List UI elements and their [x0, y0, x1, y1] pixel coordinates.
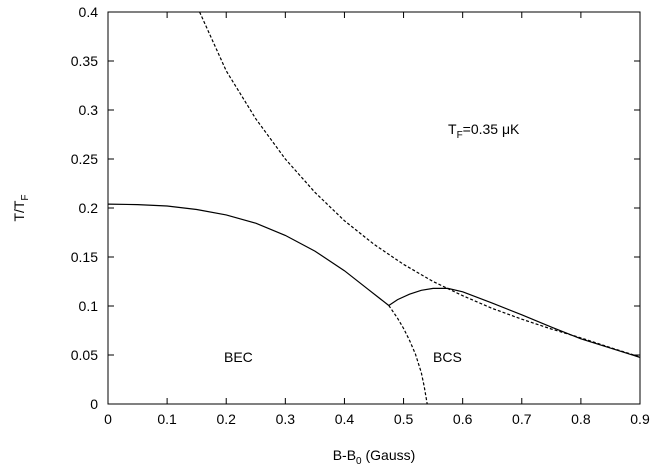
y-tick-label: 0.4: [79, 4, 99, 20]
axis-ticks: [107, 11, 641, 405]
data-curves: [107, 11, 641, 405]
x-tick-label: 0.8: [571, 411, 591, 427]
y-tick-label: 0.1: [79, 298, 99, 314]
y-axis-title: T/TF: [11, 194, 31, 221]
x-tick-label: 0.1: [157, 411, 177, 427]
x-tick-label: 0.5: [394, 411, 414, 427]
x-tick-label: 0.4: [335, 411, 355, 427]
x-tick-labels: 0 0.1 0.2 0.3 0.4 0.5 0.6 0.7 0.8 0.9: [104, 411, 650, 427]
dashed-curve: [199, 11, 641, 358]
x-tick-label: 0.6: [453, 411, 473, 427]
solid-curve: [388, 287, 641, 358]
x-tick-label: 0.7: [512, 411, 532, 427]
dashed-curve: [388, 305, 428, 405]
y-tick-label: 0: [90, 396, 98, 412]
y-tick-label: 0.05: [71, 347, 98, 363]
bec-region-label: BEC: [224, 349, 253, 365]
solid-curve: [107, 203, 390, 306]
x-tick-label: 0.2: [216, 411, 236, 427]
y-tick-label: 0.2: [79, 200, 99, 216]
y-tick-label: 0.35: [71, 53, 98, 69]
x-axis-title: B-B0 (Gauss): [333, 447, 416, 466]
y-tick-label: 0.25: [71, 151, 98, 167]
x-tick-label: 0: [104, 411, 112, 427]
bcs-region-label: BCS: [433, 349, 462, 365]
x-tick-label: 0.9: [630, 411, 650, 427]
x-tick-label: 0.3: [276, 411, 296, 427]
y-tick-labels: 0 0.05 0.1 0.15 0.2 0.25 0.3 0.35 0.4: [71, 4, 98, 412]
y-tick-label: 0.15: [71, 249, 98, 265]
y-tick-label: 0.3: [79, 102, 99, 118]
fermi-temperature-annotation: TF=0.35 μK: [448, 121, 520, 141]
